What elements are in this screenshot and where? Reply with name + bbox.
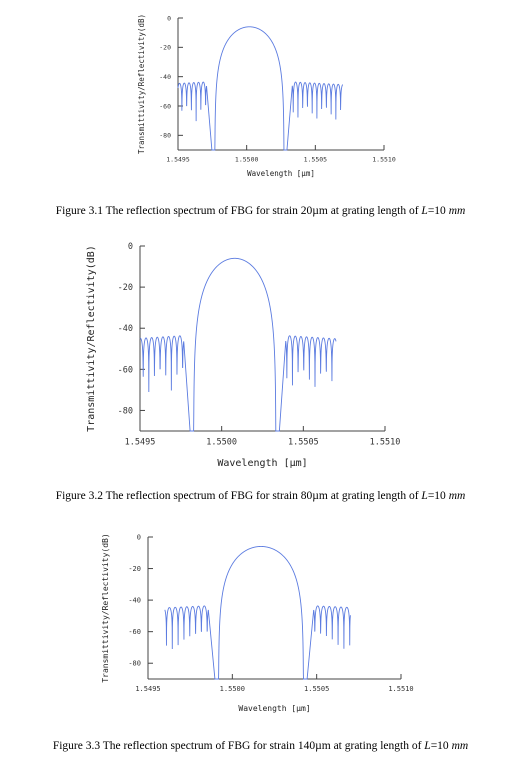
figure-3-2-chart: 0 -20 -40 -60 -80 1.5495 1.5500 1.5505 1.5510 Wav…	[86, 242, 401, 469]
x-axis-label: Wavelength [µm]	[217, 458, 307, 469]
x-axis-label: Wavelength [µm]	[247, 169, 315, 178]
x-tick-label: 1.5495	[125, 438, 156, 448]
figure-3-1-caption: Figure 3.1 The reflection spectrum of FB…	[55, 205, 466, 217]
x-tick-label: 1.5505	[288, 438, 319, 448]
figure-3-1-chart: 0 -20 -40 -60 -80 1.5495 1.5500 1.5505 1.5510 Wav…	[137, 14, 396, 178]
x-tick-label: 1.5510	[372, 156, 396, 164]
y-tick-label: -60	[128, 628, 141, 636]
x-tick-label: 1.5500	[235, 156, 259, 164]
y-tick-label: -80	[118, 406, 133, 416]
spectrum-series-line	[139, 257, 337, 432]
x-tick-label: 1.5510	[370, 438, 401, 448]
y-tick-label: -40	[159, 73, 171, 81]
y-tick-label: -80	[128, 660, 141, 668]
y-tick-label: -20	[118, 283, 133, 293]
y-axis-label: Transmittivity/Reflectivity(dB)	[137, 14, 146, 154]
y-tick-label: 0	[128, 242, 133, 252]
axes: 0 -20 -40 -60 -80 1.5495 1.5500 1.5505 1.5510	[118, 242, 401, 448]
y-tick-label: -60	[118, 365, 133, 375]
y-tick-label: 0	[137, 533, 141, 541]
x-tick-label: 1.5500	[220, 685, 245, 693]
y-tick-label: -20	[128, 565, 141, 573]
spectrum-series-line	[177, 26, 344, 151]
figure-3-3-chart: 0 -20 -40 -60 -80 1.5495 1.5500 1.5505 1.5510 Wav…	[101, 533, 414, 713]
figure-3-2-caption: Figure 3.2 The reflection spectrum of FB…	[55, 490, 466, 502]
y-tick-label: 0	[167, 14, 171, 22]
x-axis-label: Wavelength [µm]	[238, 704, 310, 713]
x-tick-label: 1.5510	[388, 685, 413, 693]
y-tick-label: -80	[159, 132, 171, 140]
x-tick-label: 1.5495	[135, 685, 160, 693]
axes: 0 -20 -40 -60 -80 1.5495 1.5500 1.5505 1.5510	[159, 14, 396, 163]
x-tick-label: 1.5500	[206, 438, 237, 448]
figure-3-3-caption: Figure 3.3 The reflection spectrum of FB…	[52, 740, 469, 752]
x-tick-label: 1.5505	[304, 156, 328, 164]
x-tick-label: 1.5495	[166, 156, 190, 164]
y-tick-label: -60	[159, 102, 171, 110]
y-tick-label: -20	[159, 44, 171, 52]
x-tick-label: 1.5505	[304, 685, 329, 693]
y-tick-label: -40	[128, 597, 141, 605]
y-axis-label: Transmittivity/Reflectivity(dB)	[101, 533, 110, 682]
axes: 0 -20 -40 -60 -80 1.5495 1.5500 1.5505 1.5510	[128, 533, 413, 693]
spectrum-series-line	[164, 546, 351, 680]
y-tick-label: -40	[118, 324, 133, 334]
y-axis-label: Transmittivity/Reflectivity(dB)	[86, 245, 97, 432]
